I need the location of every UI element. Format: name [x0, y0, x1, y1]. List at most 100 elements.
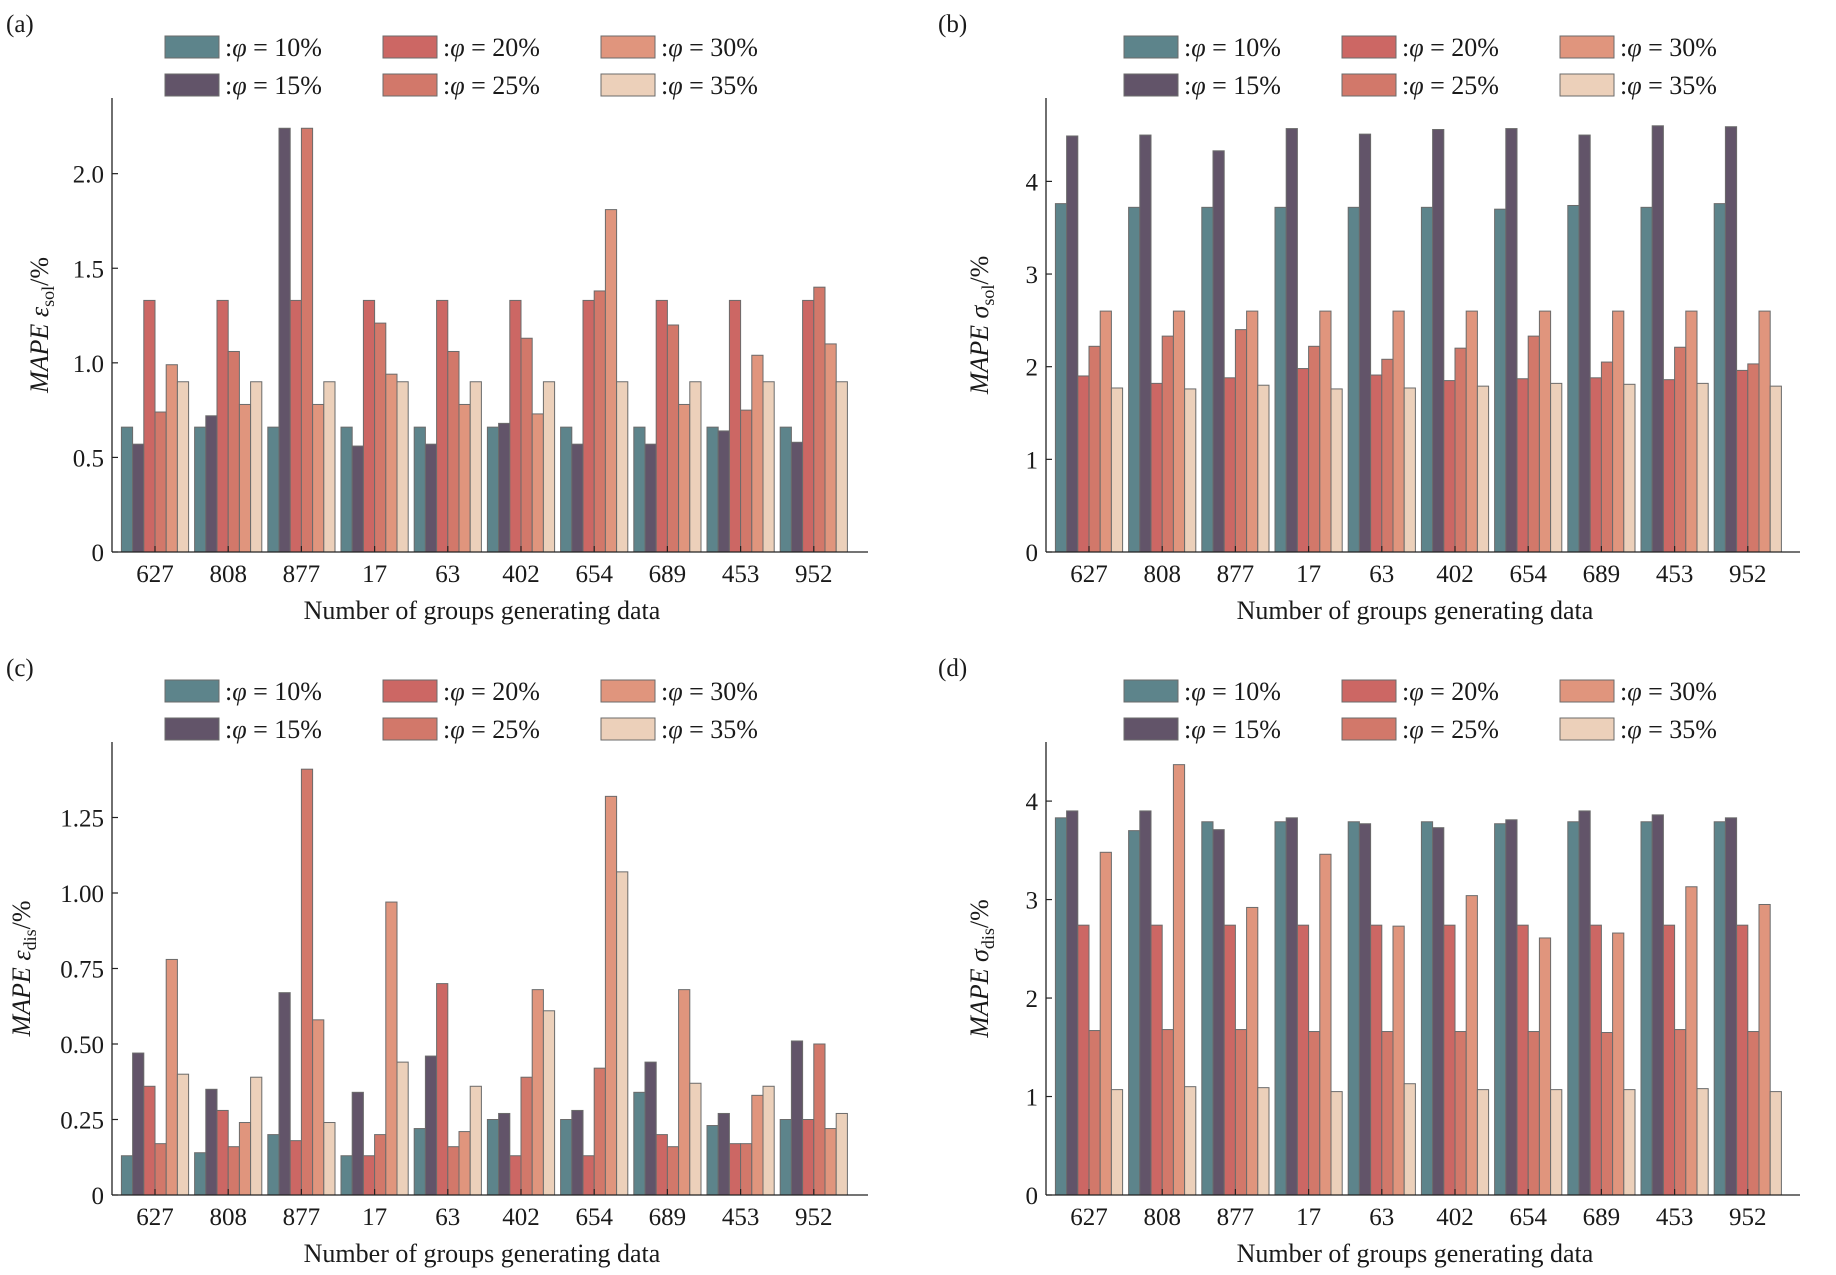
bar [238, 1122, 252, 1196]
bar [143, 1085, 156, 1196]
legend-label: :φ = 15% [225, 71, 322, 100]
bar [362, 1155, 376, 1196]
bar [520, 337, 533, 553]
bar [1567, 821, 1580, 1196]
legend-label: :φ = 30% [1620, 677, 1717, 706]
bar [1443, 924, 1456, 1196]
x-tick-label: 689 [649, 561, 687, 588]
bar [498, 1112, 511, 1196]
legend-swatch [164, 35, 220, 59]
bar [312, 1019, 325, 1196]
legend-label: :φ = 30% [661, 677, 758, 706]
x-tick-label: 627 [136, 1204, 174, 1231]
bar [1527, 335, 1540, 553]
x-tick-label: 689 [1583, 1204, 1621, 1231]
chart-panel-b: (b) 0 1 2 3 4 627 808 877 17 63 402 654 689 453 952 Numb… [938, 11, 1800, 625]
x-tick-label: 402 [1436, 1204, 1474, 1231]
x-tick-label: 453 [722, 561, 760, 588]
bar [436, 299, 449, 553]
bar [374, 1134, 387, 1196]
bar [1589, 377, 1602, 553]
bar [1128, 206, 1141, 553]
bar [1274, 821, 1287, 1196]
bar [1223, 377, 1236, 553]
legend-label: :φ = 15% [1184, 71, 1281, 100]
bar [717, 1112, 730, 1196]
bar [250, 381, 263, 553]
x-axis-label: Number of groups generating data [304, 1239, 661, 1268]
bar [1381, 358, 1394, 553]
bar [374, 322, 387, 553]
bar [1550, 382, 1563, 553]
legend-label: :φ = 15% [1184, 715, 1281, 744]
legend-item: :φ = 15% [1123, 715, 1281, 744]
x-tick-label: 63 [1369, 561, 1394, 588]
bar [1432, 129, 1445, 553]
bar [1099, 310, 1112, 553]
bar [1088, 345, 1101, 553]
bar [1347, 206, 1360, 553]
y-tick-label: 1.0 [73, 351, 104, 378]
legend-item: :φ = 20% [1341, 677, 1499, 706]
bar [1640, 206, 1653, 553]
x-tick-label: 63 [435, 1204, 460, 1231]
bar [1736, 924, 1749, 1196]
bar [762, 381, 775, 553]
bar [1223, 924, 1236, 1196]
bar [1696, 1088, 1709, 1196]
y-axis-label: MAPE σdis/% [965, 899, 998, 1039]
bar [633, 426, 646, 553]
bar [1465, 895, 1478, 1196]
legend-swatch [1123, 717, 1179, 741]
bar [469, 381, 482, 553]
bar [1201, 821, 1214, 1196]
bar [1139, 134, 1152, 553]
bar [1054, 817, 1068, 1196]
bar [1538, 310, 1552, 553]
bar [509, 1155, 522, 1196]
x-tick-label: 627 [1070, 561, 1108, 588]
bar [1110, 1089, 1124, 1196]
x-tick-label: 63 [1369, 1204, 1394, 1231]
bar [1769, 385, 1782, 553]
x-tick-label: 877 [1217, 1204, 1255, 1231]
legend-swatch [1341, 73, 1397, 97]
bar [143, 299, 156, 553]
legend-swatch [1341, 35, 1397, 59]
bar [571, 1109, 584, 1196]
bar [1494, 208, 1507, 553]
x-tick-label: 877 [283, 561, 321, 588]
x-tick-label: 808 [209, 1204, 247, 1231]
bar [300, 127, 314, 553]
bar [340, 1155, 353, 1196]
bar [1578, 134, 1591, 553]
bar [267, 1134, 280, 1196]
bar [312, 403, 325, 553]
bar [1319, 853, 1332, 1196]
bar [194, 426, 207, 553]
x-tick-label: 17 [1296, 1204, 1321, 1231]
bar [1257, 1087, 1270, 1196]
legend-item: :φ = 35% [600, 715, 758, 744]
bar [1600, 361, 1614, 553]
legend-swatch [1559, 717, 1615, 741]
legend-item: :φ = 30% [1559, 33, 1717, 62]
bar [340, 426, 353, 553]
x-tick-label: 808 [1143, 561, 1181, 588]
bar [424, 443, 438, 553]
bar [542, 1010, 556, 1196]
bar [1443, 380, 1456, 553]
bar [1330, 1091, 1343, 1196]
bar [396, 381, 409, 553]
legend-item: :φ = 30% [600, 677, 758, 706]
bar [531, 413, 544, 553]
bar [1640, 821, 1653, 1196]
bar [1713, 203, 1726, 553]
bar [1589, 924, 1602, 1196]
x-tick-label: 627 [136, 561, 174, 588]
bar [1674, 1029, 1687, 1196]
y-tick-label: 0.5 [73, 445, 104, 472]
legend-item: :φ = 25% [1341, 71, 1499, 100]
x-tick-label: 952 [795, 1204, 833, 1231]
